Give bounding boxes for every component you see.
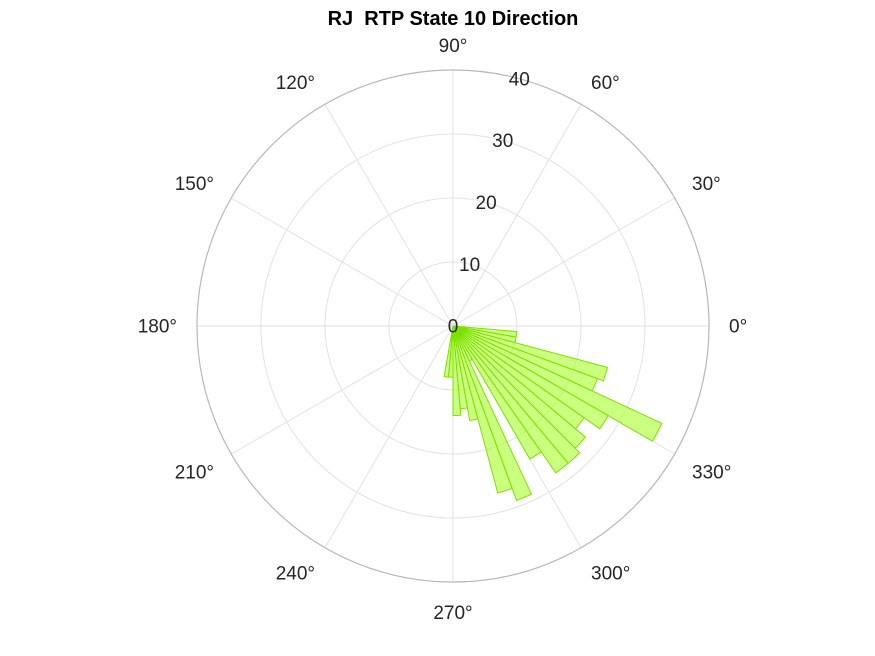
chart-title: RJ RTP State 10 Direction <box>327 8 579 30</box>
tick-labels: 0° 30° 60° 90° 120° 150° 180° 210° 240° 270° 300° 3… <box>138 36 747 624</box>
histogram-bar <box>452 325 663 442</box>
angle-tick-label: 180° <box>138 317 177 338</box>
histogram-bars <box>443 325 663 502</box>
radial-tick-label: 40 <box>509 69 530 90</box>
histogram-bar <box>452 325 569 474</box>
angle-tick-label: 210° <box>175 462 214 483</box>
angle-tick-label: 300° <box>591 563 630 584</box>
angle-tick-label: 240° <box>276 563 315 584</box>
histogram-bar <box>452 325 479 422</box>
angle-tick-label: 90° <box>439 36 468 57</box>
angle-tick-label: 60° <box>591 73 620 94</box>
angle-tick-label: 150° <box>175 174 214 195</box>
histogram-bar <box>452 325 609 430</box>
histogram-bar <box>452 325 513 494</box>
angle-tick-label: 330° <box>692 462 731 483</box>
histogram-bar <box>452 325 533 502</box>
angle-tick-label: 270° <box>433 603 472 624</box>
histogram-bar <box>452 325 462 417</box>
radial-tick-label: 10 <box>459 255 480 276</box>
angle-tick-label: 30° <box>692 174 721 195</box>
radial-tick-label: 30 <box>492 131 513 152</box>
polar-outer-ring <box>196 69 710 583</box>
histogram-bar <box>452 325 542 460</box>
histogram-bar <box>443 325 454 378</box>
angle-tick-label: 0° <box>729 317 747 338</box>
radial-tick-label: 20 <box>476 193 497 214</box>
radial-gridline <box>324 197 582 455</box>
radial-tick-label: 0 <box>448 317 459 338</box>
angle-tick-label: 120° <box>276 73 315 94</box>
radial-gridline <box>260 133 646 519</box>
